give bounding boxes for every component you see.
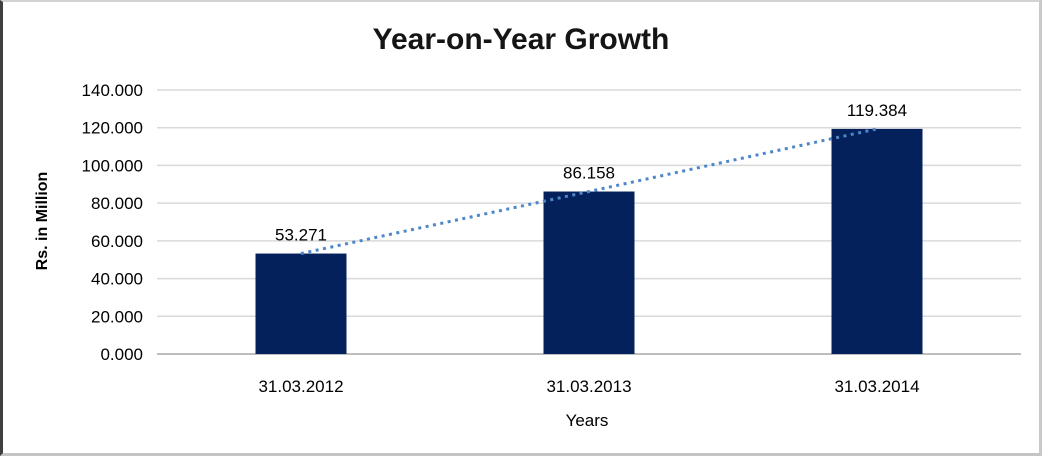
x-tick-label: 31.03.2012 <box>258 377 343 396</box>
x-tick-label: 31.03.2014 <box>834 377 919 396</box>
data-label: 53.271 <box>275 226 327 245</box>
data-label: 119.384 <box>847 101 907 120</box>
y-tick-label: 120.000 <box>82 119 143 138</box>
y-tick-label: 100.000 <box>82 156 143 175</box>
y-tick-label: 20.000 <box>91 307 143 326</box>
bar <box>255 253 347 354</box>
chart-title: Year-on-Year Growth <box>372 23 670 56</box>
y-tick-label: 60.000 <box>91 232 143 251</box>
data-label: 86.158 <box>563 164 615 183</box>
y-tick-label: 0.000 <box>100 345 143 364</box>
bar <box>831 128 923 354</box>
trendline <box>300 127 878 256</box>
plot-area: 0.000 20.000 40.000 60.000 80.000 100.000 120.… <box>82 81 1021 396</box>
bar <box>543 191 635 354</box>
y-tick-label: 40.000 <box>91 270 143 289</box>
y-tick-label: 80.000 <box>91 194 143 213</box>
y-tick-label: 140.000 <box>82 81 143 100</box>
x-tick-label: 31.03.2013 <box>546 377 631 396</box>
x-axis-title: Years <box>565 411 609 430</box>
